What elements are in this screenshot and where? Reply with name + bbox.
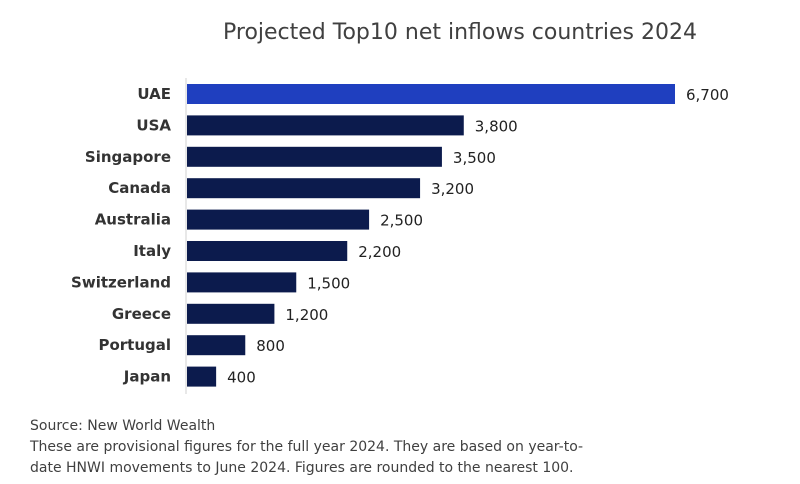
value-label-singapore: 3,500: [453, 149, 496, 167]
category-label-singapore: Singapore: [85, 148, 171, 166]
category-label-uae: UAE: [137, 85, 171, 103]
bar-usa: [187, 115, 464, 136]
provisional-note-line-2: date HNWI movements to June 2024. Figure…: [30, 460, 574, 476]
category-label-australia: Australia: [95, 211, 171, 229]
category-label-switzerland: Switzerland: [71, 273, 171, 291]
chart-title: Projected Top10 net inflows countries 20…: [223, 20, 697, 45]
value-label-japan: 400: [227, 369, 256, 387]
category-label-portugal: Portugal: [98, 336, 171, 354]
value-label-canada: 3,200: [431, 180, 474, 198]
value-label-portugal: 800: [256, 337, 285, 355]
bar-chart: UAE 6,700 USA 3,800 Singapore 3,500 Canada 3,20…: [71, 78, 729, 394]
value-label-greece: 1,200: [285, 306, 328, 324]
bar-italy: [187, 241, 348, 261]
category-label-greece: Greece: [112, 305, 171, 323]
bar-singapore: [187, 146, 442, 167]
bar-greece: [187, 303, 275, 324]
bar-switzerland: [187, 272, 297, 293]
bar-portugal: [187, 335, 246, 356]
category-label-japan: Japan: [123, 368, 171, 386]
value-label-uae: 6,700: [686, 86, 729, 104]
value-label-australia: 2,500: [380, 212, 423, 230]
value-label-italy: 2,200: [358, 243, 401, 261]
provisional-note-line-1: These are provisional figures for the fu…: [30, 439, 584, 455]
value-label-usa: 3,800: [475, 117, 518, 135]
bar-uae: [187, 84, 675, 104]
source-note: Source: New World Wealth: [30, 418, 216, 434]
category-label-italy: Italy: [133, 242, 171, 260]
value-label-switzerland: 1,500: [307, 274, 350, 292]
bar-canada: [187, 178, 421, 199]
footnotes: Source: New World Wealth These are provi…: [30, 416, 770, 479]
category-label-usa: USA: [136, 116, 171, 134]
category-label-canada: Canada: [108, 179, 171, 197]
bars-group: UAE 6,700 USA 3,800 Singapore 3,500 Canada 3,20…: [71, 84, 729, 387]
bar-australia: [187, 209, 370, 230]
bar-japan: [187, 366, 217, 387]
